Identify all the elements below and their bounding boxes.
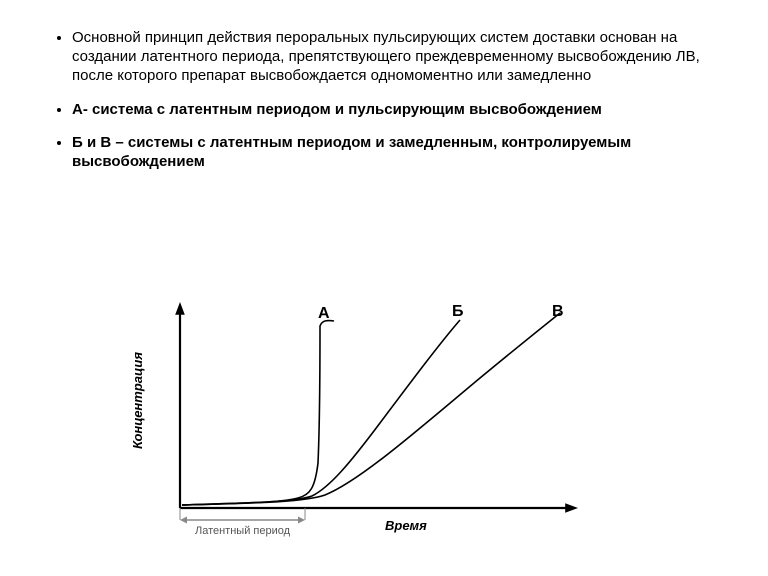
latent-period-label: Латентный период (195, 525, 291, 537)
y-axis-label: Концентрация (130, 352, 145, 449)
slide: Основной принцип действия пероральных пу… (0, 0, 768, 576)
bullet-1-text: Основной принцип действия пероральных пу… (72, 29, 700, 84)
bullet-3: Б и В – системы с латентным периодом и з… (72, 133, 718, 171)
curve-label-V: В (552, 303, 564, 320)
bullet-2-text: А- система с латентным периодом и пульси… (72, 101, 602, 118)
bullet-1: Основной принцип действия пероральных пу… (72, 28, 718, 86)
curve-B (182, 320, 460, 505)
bullet-list: Основной принцип действия пероральных пу… (50, 28, 718, 171)
curve-label-A: А (318, 305, 330, 322)
bullet-2: А- система с латентным периодом и пульси… (72, 100, 718, 119)
curve-V (182, 313, 560, 505)
x-axis-label: Время (385, 518, 427, 533)
chart-svg: Концентрация Время Латентный период А Б В (120, 298, 600, 548)
curve-label-B: Б (452, 303, 464, 320)
release-chart: Концентрация Время Латентный период А Б В (120, 298, 640, 548)
curve-A (182, 321, 334, 505)
bullet-3-text: Б и В – системы с латентным периодом и з… (72, 134, 631, 170)
